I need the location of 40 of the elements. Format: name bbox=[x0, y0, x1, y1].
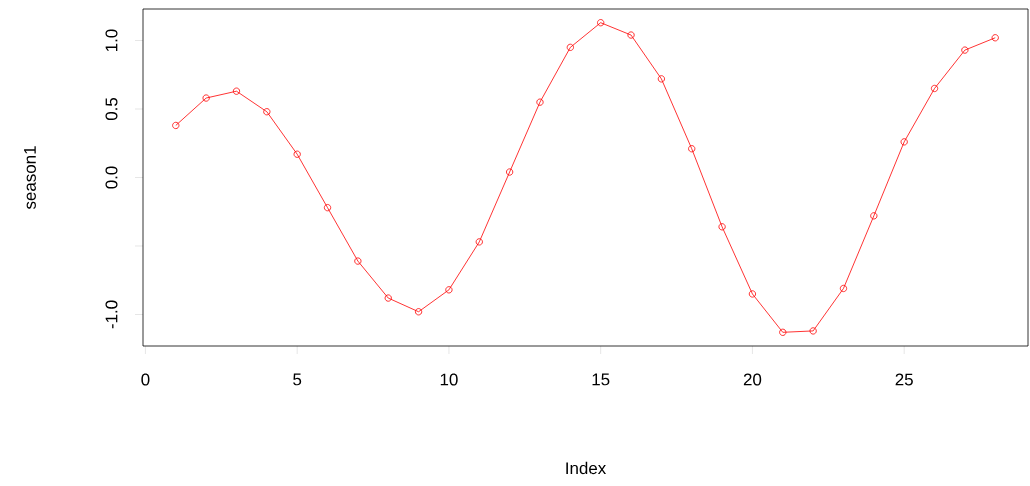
point bbox=[506, 168, 514, 176]
point bbox=[414, 308, 423, 316]
point bbox=[688, 145, 696, 153]
point bbox=[930, 84, 939, 93]
point bbox=[384, 294, 392, 302]
point bbox=[597, 19, 605, 27]
point bbox=[323, 204, 332, 212]
point bbox=[900, 138, 908, 146]
point bbox=[809, 327, 817, 335]
point bbox=[839, 284, 848, 293]
point bbox=[566, 43, 574, 51]
point bbox=[961, 46, 969, 54]
y-tick-label: 1.0 bbox=[105, 29, 118, 51]
point bbox=[536, 98, 544, 106]
x-tick-label: 15 bbox=[592, 373, 610, 386]
point bbox=[627, 31, 635, 39]
point bbox=[354, 257, 362, 265]
x-tick-label: 5 bbox=[293, 373, 302, 386]
y-tick-label: 0.5 bbox=[105, 97, 118, 121]
point bbox=[870, 212, 878, 220]
point bbox=[475, 238, 483, 246]
x-tick-label: 20 bbox=[743, 373, 762, 386]
y-tick-label: 0.0 bbox=[105, 166, 118, 189]
point bbox=[202, 94, 210, 102]
point bbox=[779, 328, 787, 336]
point bbox=[445, 286, 453, 294]
point bbox=[293, 150, 301, 158]
y-axis-title: season1 bbox=[24, 146, 36, 210]
x-tick-label: 25 bbox=[895, 373, 913, 386]
point bbox=[657, 75, 665, 83]
point bbox=[172, 121, 180, 130]
x-tick-label: 0 bbox=[141, 373, 150, 386]
point bbox=[263, 108, 271, 116]
point bbox=[748, 290, 757, 298]
x-tick-label: 10 bbox=[440, 373, 458, 386]
point bbox=[232, 87, 241, 95]
point bbox=[718, 223, 726, 231]
point bbox=[991, 34, 999, 42]
x-axis-title: Index bbox=[566, 461, 607, 475]
y-tick-label: -1.0 bbox=[105, 300, 118, 329]
